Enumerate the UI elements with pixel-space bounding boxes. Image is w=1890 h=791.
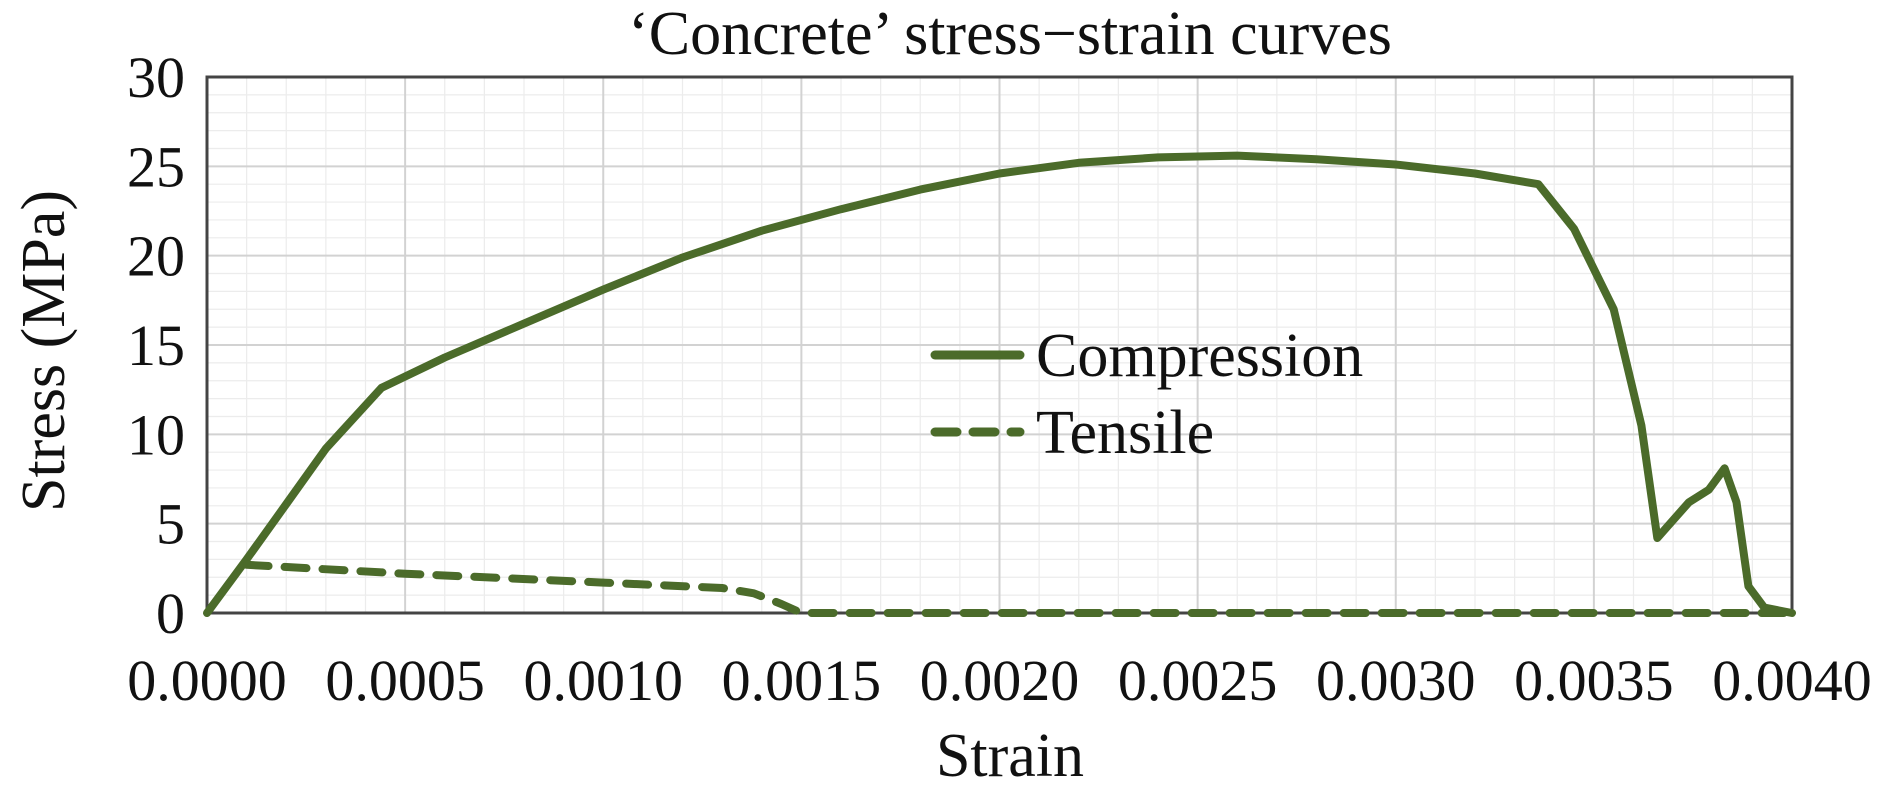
y-axis-tick-labels: 0 5 10 15 20 25 30 <box>127 45 185 646</box>
legend-label-compression: Compression <box>1036 322 1363 390</box>
y-tick-label: 15 <box>127 313 185 378</box>
x-tick-label: 0.0005 <box>325 648 485 713</box>
legend: Compression Tensile <box>930 322 1363 467</box>
y-tick-label: 20 <box>127 224 185 289</box>
legend-label-tensile: Tensile <box>1036 399 1214 467</box>
series-line-compression <box>203 151 1796 617</box>
x-tick-label: 0.0000 <box>127 648 287 713</box>
x-axis-tick-labels: 0.0000 0.0005 0.0010 0.0015 0.0020 0.0025 0.00… <box>127 648 1872 713</box>
x-tick-label: 0.0040 <box>1712 648 1872 713</box>
x-axis-label: Strain <box>936 722 1084 790</box>
y-tick-label: 25 <box>127 134 185 199</box>
x-tick-label: 0.0015 <box>722 648 882 713</box>
y-tick-label: 0 <box>156 581 185 646</box>
x-tick-label: 0.0010 <box>524 648 684 713</box>
x-tick-label: 0.0030 <box>1316 648 1476 713</box>
series-line-tensile <box>242 560 1796 617</box>
y-tick-label: 5 <box>156 492 185 557</box>
y-axis-label: Stress (MPa) <box>10 190 78 512</box>
y-tick-label: 30 <box>127 45 185 110</box>
x-tick-label: 0.0035 <box>1514 648 1674 713</box>
chart-title: ‘Concrete’ stress−strain curves <box>628 0 1392 68</box>
x-tick-label: 0.0020 <box>920 648 1080 713</box>
series-lines <box>203 151 1796 617</box>
y-tick-label: 10 <box>127 402 185 467</box>
x-tick-label: 0.0025 <box>1118 648 1278 713</box>
